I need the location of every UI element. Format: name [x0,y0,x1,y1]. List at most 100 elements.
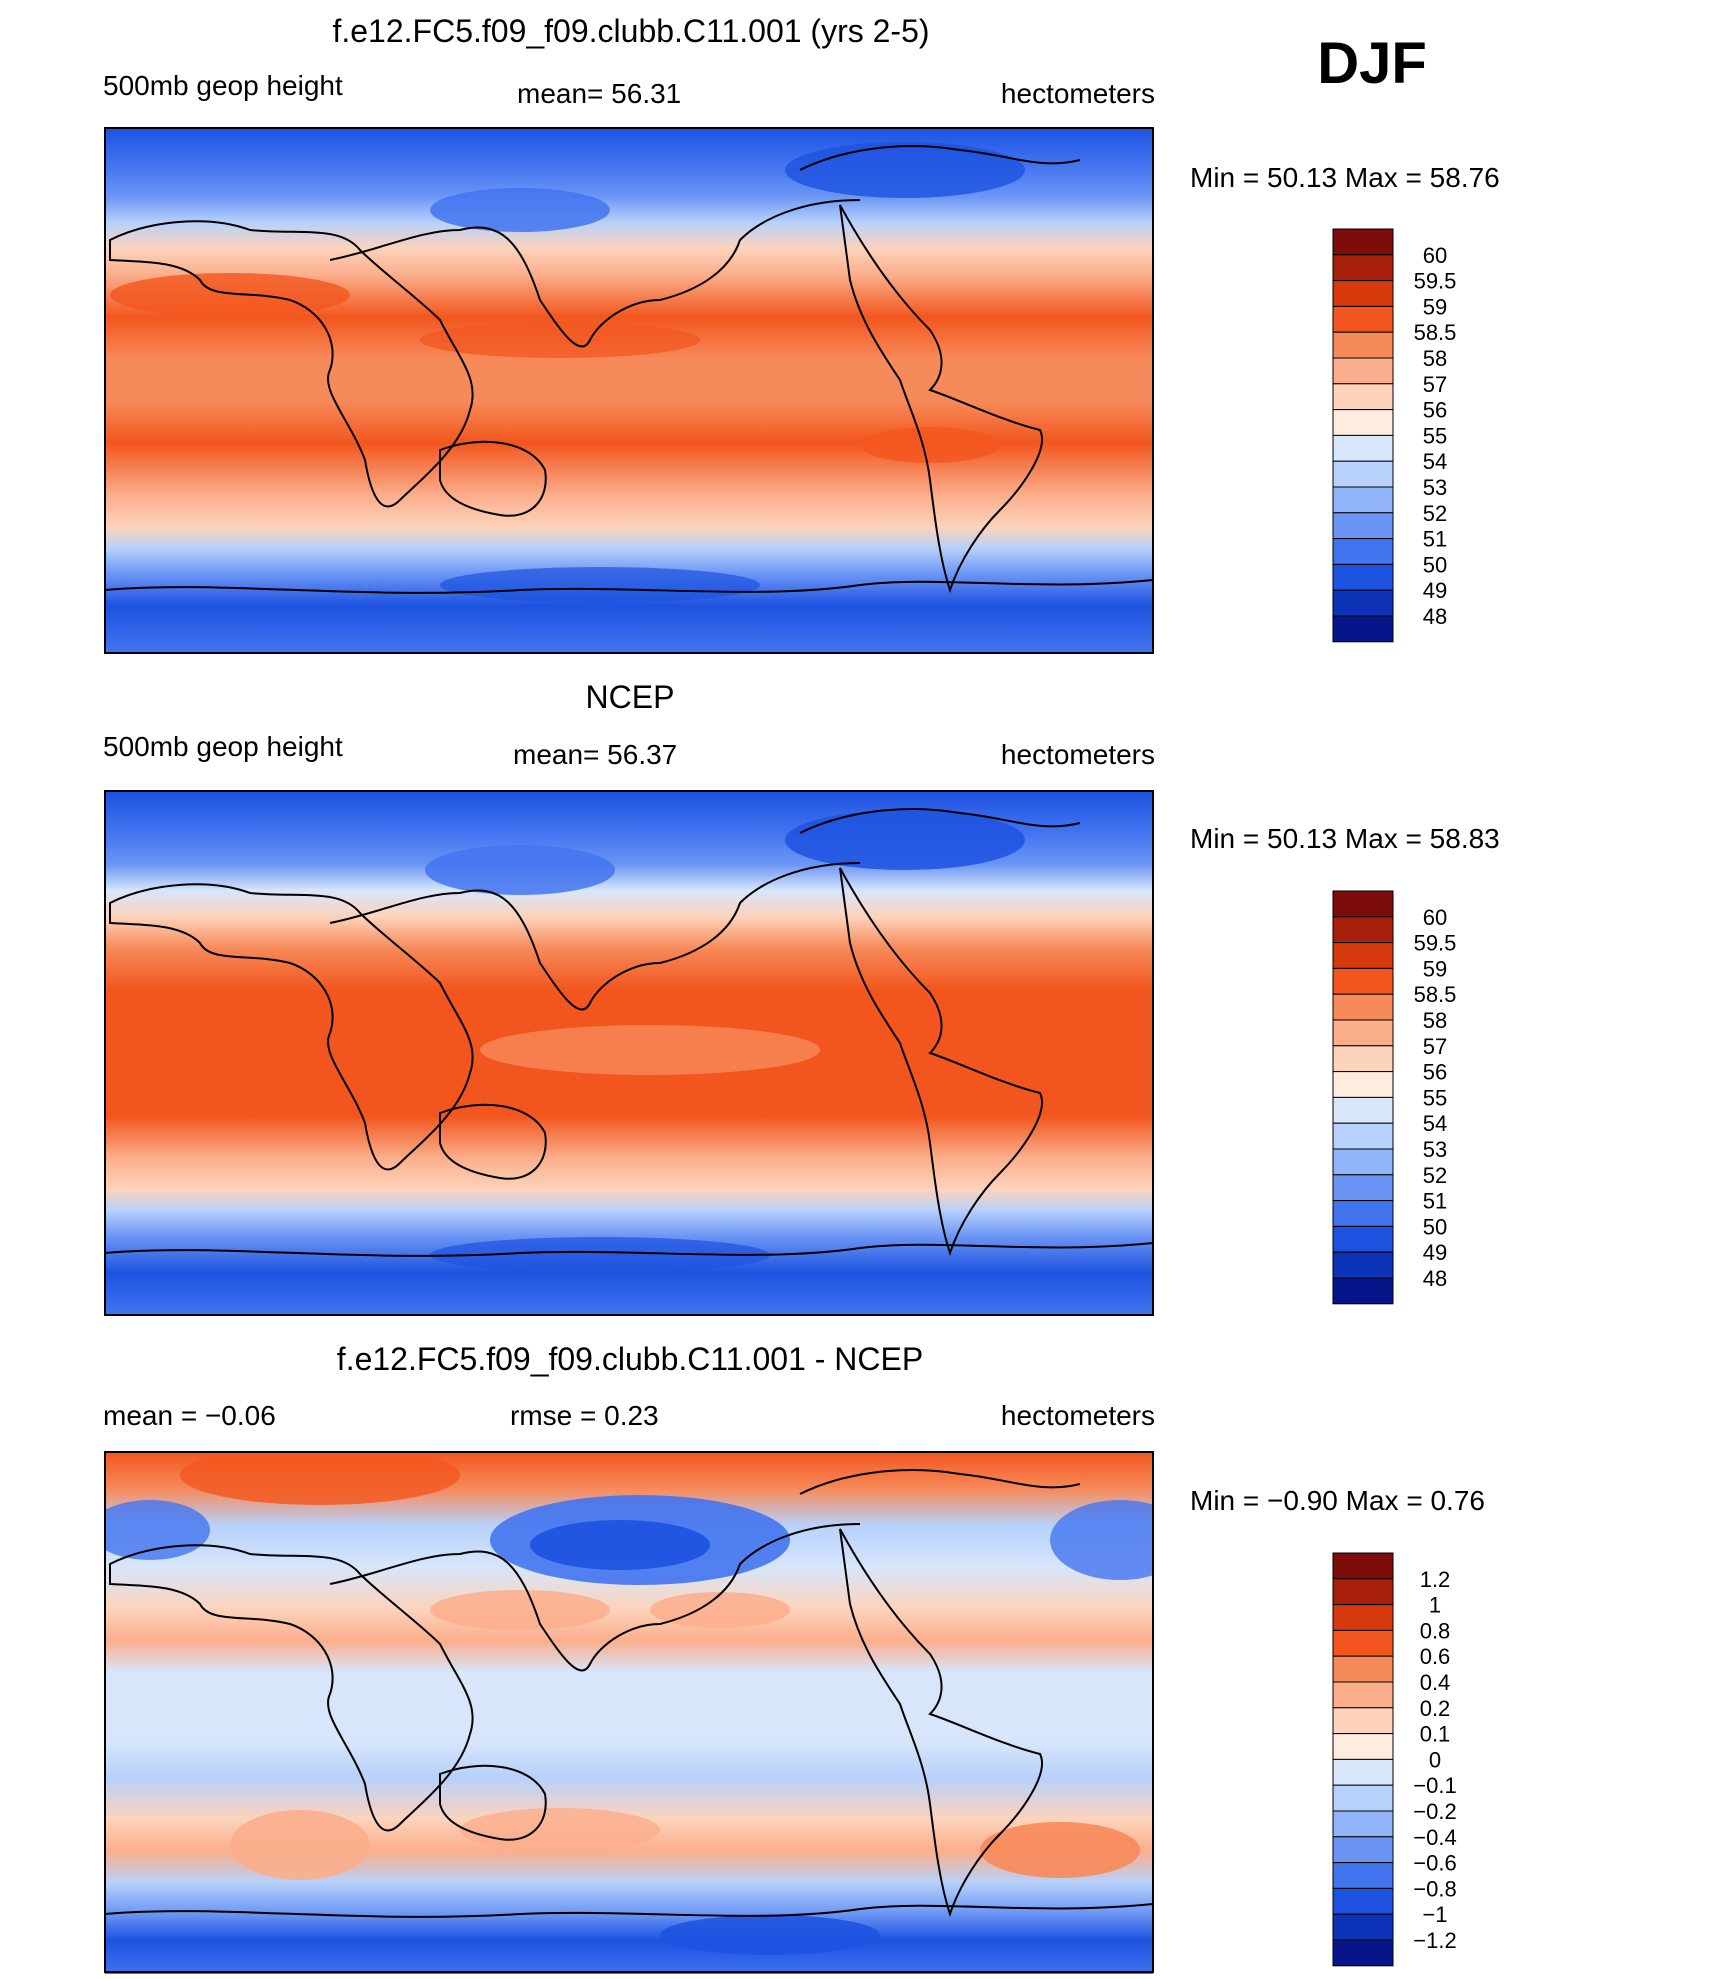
colorbar-swatch [1332,1604,1394,1631]
colorbar-tick-label: 0 [1429,1747,1441,1772]
colorbar-swatch [1332,993,1394,1021]
colorbar-swatch [1332,331,1394,359]
colorbar-tick-label: 51 [1423,1189,1447,1214]
colorbar-tick-label: 54 [1423,1111,1447,1136]
colorbar-swatch [1332,486,1394,514]
colorbar-tick-label: −0.1 [1413,1773,1456,1798]
colorbar-tick-label: −0.2 [1413,1799,1456,1824]
diff-coast-americas [839,1528,1043,1918]
model-trough-canada [785,142,1025,198]
obs-coast-asia [329,862,861,1011]
colorbar-swatch [1332,1552,1394,1580]
colorbar-tick-label: 51 [1423,527,1447,552]
colorbar-swatch [1332,916,1394,944]
colorbar-swatch [1332,563,1394,591]
colorbar-swatch [1332,1836,1394,1864]
diff-coast-antarctica [105,1903,1153,1918]
colorbar-tick-label: 52 [1423,1163,1447,1188]
colorbar-swatch [1332,1225,1394,1253]
colorbar-tick-label: 0.2 [1420,1696,1451,1721]
colorbar-swatch [1332,1913,1394,1941]
panel-obs: NCEP 500mb geop height mean= 56.37 hecto… [103,679,1500,1316]
diff-neg-npacific-core [530,1520,710,1570]
obs-coast-americas [839,867,1043,1257]
colorbar-swatch [1332,615,1394,643]
colorbar-swatch [1332,1733,1394,1760]
panel-diff-frame [104,1451,1154,1973]
panel-model-title: f.e12.FC5.f09_f09.clubb.C11.001 (yrs 2-5… [332,13,929,49]
colorbar-tick-label: 50 [1423,1214,1447,1239]
colorbar-tick-label: 0.6 [1420,1644,1451,1669]
diff-pos-south-atlantic [980,1822,1140,1878]
model-trough-pacific [430,188,610,232]
colorbar-swatch [1332,890,1394,918]
colorbar-swatch [1332,1019,1394,1047]
panel-diff-coastlines [105,1469,1153,1918]
colorbar-swatch [1332,1939,1394,1967]
diff-coast-africa-europe [109,1544,474,1832]
panel-obs-coastlines [105,808,1153,1257]
panel-model-minmax: Min = 50.13 Max = 58.76 [1190,162,1500,193]
colorbar-tick-label: 52 [1423,501,1447,526]
colorbar-tick-label: 55 [1423,423,1447,448]
colorbar-tick-label: 1.2 [1420,1567,1451,1592]
colorbar-tick-label: 49 [1423,578,1447,603]
colorbar-tick-label: 58.5 [1414,320,1457,345]
panel-diff-units: hectometers [1001,1400,1155,1431]
season-label: DJF [1317,31,1427,96]
diff-coast-arctic-na [799,1469,1081,1495]
obs-coast-antarctica [105,1242,1153,1257]
colorbar-tick-label: 49 [1423,1240,1447,1265]
diff-neg-antarctic [660,1915,880,1955]
panel-obs-minmax: Min = 50.13 Max = 58.83 [1190,823,1500,854]
colorbar-swatch [1332,1148,1394,1176]
colorbar-swatch [1332,1681,1394,1709]
colorbar-swatch [1332,357,1394,385]
colorbar-tick-label: −0.8 [1413,1876,1456,1901]
panel-model-mean: mean= 56.31 [517,78,681,109]
colorbar-tick-label: 54 [1423,449,1447,474]
colorbar-swatch [1332,1200,1394,1227]
colorbar-tick-label: 57 [1423,372,1447,397]
obs-coast-arctic-na [799,808,1081,834]
colorbar-swatch [1332,967,1394,995]
colorbar-swatch [1332,1784,1394,1812]
model-coast-australia [439,440,547,517]
diff-pos-arctic [180,1452,460,1505]
panel-obs-mean: mean= 56.37 [513,739,677,770]
panel-obs-units: hectometers [1001,739,1155,770]
colorbar-swatch [1332,589,1394,617]
colorbar-swatch [1332,1810,1394,1838]
panel-diff-map [105,1452,1153,1977]
colorbar-tick-label: 58 [1423,1008,1447,1033]
obs-coast-australia [439,1103,547,1180]
colorbar-tick-label: 53 [1423,1137,1447,1162]
model-high-africa [110,273,350,317]
colorbar-tick-label: 58.5 [1414,982,1457,1007]
model-coast-africa-europe [109,220,474,508]
model-coast-asia [329,199,861,348]
panel-obs-map [105,791,1153,1315]
colorbar-tick-label: 58 [1423,346,1447,371]
colorbar-swatch [1332,228,1394,256]
colorbar-tick-label: 57 [1423,1034,1447,1059]
colorbar-tick-label: −1.2 [1413,1928,1456,1953]
colorbar-tick-label: 55 [1423,1085,1447,1110]
diff-pos-npac-east [650,1592,790,1628]
colorbar-tick-label: 0.8 [1420,1618,1451,1643]
model-coast-americas [839,204,1043,594]
model-high-indian [420,322,700,358]
panel-model-field-label: 500mb geop height [103,70,343,101]
colorbar-swatch [1332,1655,1394,1683]
diff-neg-east [1050,1500,1153,1580]
colorbar-tick-label: 59 [1423,294,1447,319]
panel-diff-minmax: Min = −0.90 Max = 0.76 [1190,1485,1485,1516]
panel-obs-frame [104,790,1154,1316]
obs-coast-africa-europe [109,883,474,1171]
panel-diff-rmse: rmse = 0.23 [510,1400,659,1431]
colorbar-swatch [1332,538,1394,565]
colorbar-tick-label: 1 [1429,1593,1441,1618]
diff-coast-australia [439,1764,547,1841]
obs-tongue-pacific [480,1025,820,1075]
